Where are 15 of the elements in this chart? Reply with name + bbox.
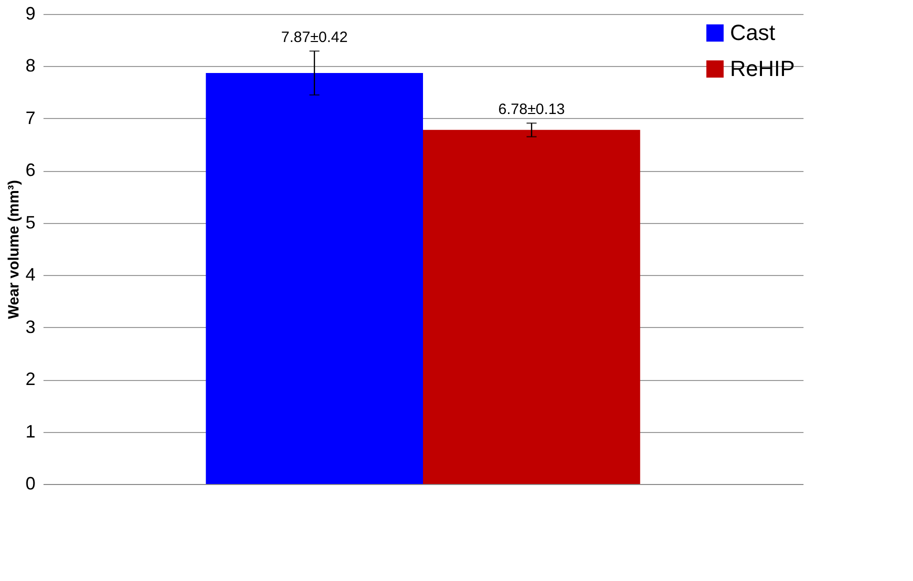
y-tick-label: 0: [25, 474, 36, 494]
y-tick-label: 1: [25, 421, 36, 442]
legend-label: ReHIP: [730, 56, 795, 81]
y-tick-label: 2: [25, 369, 36, 390]
data-label: 7.87±0.42: [281, 29, 348, 46]
y-tick-label: 9: [25, 4, 36, 24]
y-axis-title: Wear volume (mm³): [5, 180, 22, 319]
y-tick-label: 6: [25, 160, 36, 180]
y-tick-label: 7: [25, 108, 36, 128]
y-tick-label: 3: [25, 316, 36, 337]
legend-label: Cast: [730, 20, 776, 45]
y-tick-label: 5: [25, 212, 36, 232]
y-tick-label: 4: [25, 264, 36, 285]
y-tick-label: 8: [25, 56, 36, 76]
data-label: 6.78±0.13: [498, 101, 565, 118]
